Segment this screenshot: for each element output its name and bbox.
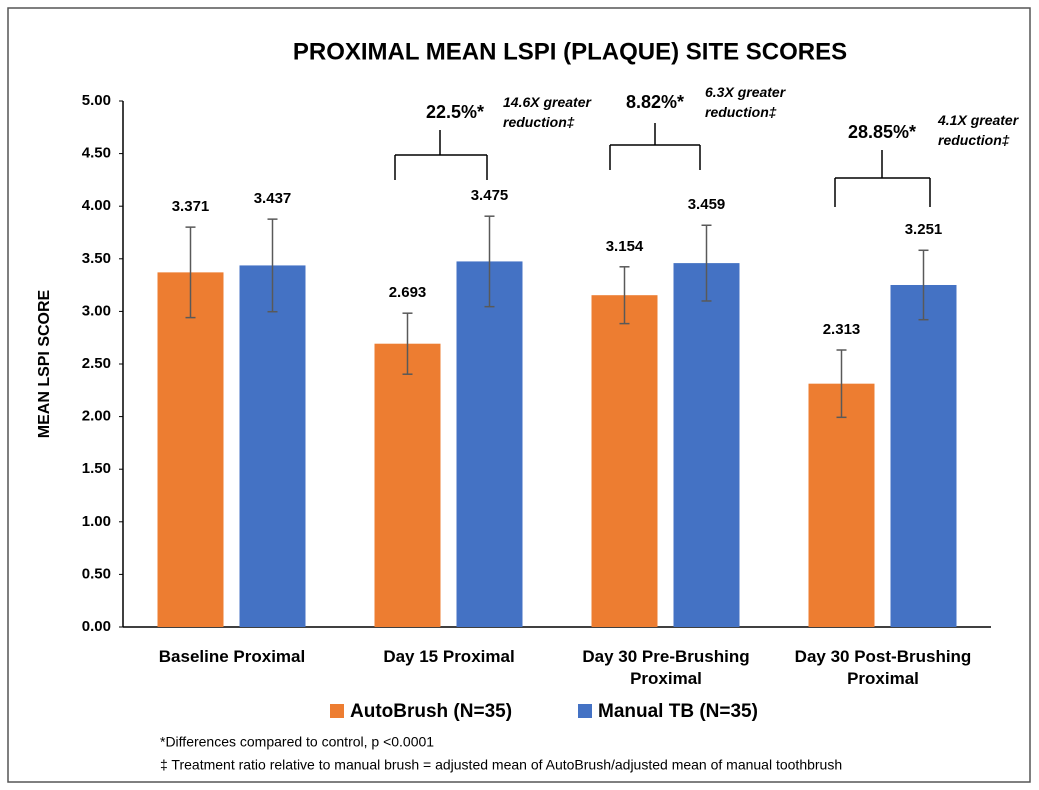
bar [673,263,740,627]
y-tick-label: 3.00 [82,302,111,319]
chart-border [7,7,1031,783]
bar [456,261,523,627]
value-label: 3.154 [606,238,644,255]
bar [890,284,957,627]
annotation-note: 4.1X greater reduction‡ [938,112,1019,148]
annotation: 8.82%* [626,92,684,112]
x-tick-label: Day 15 Proximal [383,647,515,666]
value-label: 3.251 [905,221,943,238]
chart-title: PROXIMAL MEAN LSPI (PLAQUE) SITE SCORES [293,38,847,65]
value-label: 3.459 [688,196,726,213]
y-axis-label: MEAN LSPI SCORE [36,289,53,438]
y-tick-label: 4.00 [82,197,111,214]
bar [591,295,658,627]
y-tick-label: 1.50 [82,460,111,477]
bar [239,265,306,627]
y-tick-label: 4.50 [82,145,111,162]
value-label: 3.475 [471,187,509,204]
footnote: *Differences compared to control, p <0.0… [160,734,434,750]
y-tick-label: 3.50 [82,250,111,267]
value-label: 3.371 [172,198,210,215]
y-tick-label: 2.50 [82,355,111,372]
y-tick-label: 2.00 [82,408,111,425]
legend-label: Manual TB (N=35) [598,701,758,722]
value-label: 3.437 [254,190,292,207]
value-label: 2.693 [389,284,427,301]
value-label: 2.313 [823,321,861,338]
legend-swatch [330,704,344,718]
x-tick-label: Day 30 Pre-Brushing Proximal [582,647,750,688]
x-tick-label: Day 30 Post-Brushing Proximal [794,647,972,688]
annotation: 22.5%* [426,102,484,122]
bar [808,383,875,627]
annotation-note: 6.3X greater reduction‡ [705,84,786,120]
bar [157,272,224,627]
legend-swatch [578,704,592,718]
y-tick-label: 0.00 [82,618,111,635]
bar [374,343,441,627]
annotation-note: 14.6X greater reduction‡ [503,94,591,130]
y-tick-label: 1.00 [82,513,111,530]
annotation: 28.85%* [848,122,916,142]
x-tick-label: Baseline Proximal [158,647,306,666]
legend-label: AutoBrush (N=35) [350,701,512,722]
y-tick-label: 5.00 [82,92,111,109]
y-tick-label: 0.50 [82,565,111,582]
footnote: ‡ Treatment ratio relative to manual bru… [160,757,842,773]
